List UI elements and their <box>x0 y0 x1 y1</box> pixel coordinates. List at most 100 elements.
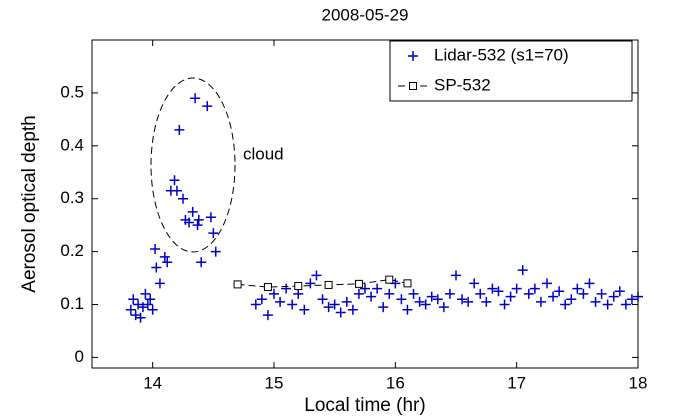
x-tick-label: 17 <box>507 373 526 392</box>
data-point <box>366 291 377 302</box>
data-point <box>192 220 203 231</box>
y-tick-label: 0.4 <box>60 135 84 154</box>
data-point <box>184 217 195 228</box>
data-point <box>596 288 607 299</box>
data-point <box>426 291 437 302</box>
data-point <box>142 299 153 310</box>
data-point <box>548 291 559 302</box>
data-point <box>475 288 486 299</box>
data-point <box>208 228 219 239</box>
data-point <box>511 283 522 294</box>
x-tick-label: 16 <box>386 373 405 392</box>
data-point <box>324 280 333 289</box>
data-point <box>233 280 242 289</box>
data-point <box>159 251 170 262</box>
data-point <box>125 304 136 315</box>
data-point <box>263 283 272 292</box>
data-point <box>335 307 346 318</box>
data-point <box>451 270 461 281</box>
data-point <box>444 288 455 299</box>
data-point <box>210 246 221 257</box>
data-point <box>505 291 516 302</box>
data-point <box>250 299 261 310</box>
data-point <box>193 214 204 225</box>
data-point <box>384 288 395 299</box>
data-point <box>578 288 589 299</box>
data-point <box>499 299 510 310</box>
data-point <box>402 304 413 315</box>
data-point <box>145 294 156 305</box>
data-point <box>626 294 637 305</box>
chart-title: 2008-05-29 <box>322 5 409 24</box>
data-point <box>517 265 528 276</box>
data-point <box>602 299 613 310</box>
data-point <box>408 288 419 299</box>
data-point <box>305 278 316 289</box>
data-point <box>614 286 625 297</box>
data-point <box>150 243 161 254</box>
annotation: cloud <box>243 144 284 163</box>
data-point <box>299 304 310 315</box>
data-point <box>560 299 571 310</box>
data-point <box>275 296 286 307</box>
y-tick-label: 0.2 <box>60 241 84 260</box>
data-point <box>463 296 474 307</box>
data-point <box>281 283 292 294</box>
data-point <box>147 304 158 315</box>
data-point <box>481 296 492 307</box>
data-point <box>135 312 146 323</box>
cloud-ellipse <box>150 77 236 253</box>
data-point <box>128 294 139 305</box>
data-point <box>347 304 358 315</box>
data-point <box>487 283 498 294</box>
y-tick-label: 0 <box>75 347 84 366</box>
data-point <box>169 175 180 186</box>
legend-marker <box>408 51 418 61</box>
data-point <box>317 294 328 305</box>
data-point <box>154 278 165 289</box>
x-tick-label: 18 <box>629 373 648 392</box>
data-point <box>566 294 577 305</box>
data-point <box>287 299 298 310</box>
data-point <box>372 283 383 294</box>
data-point <box>420 299 431 310</box>
data-point <box>190 93 201 104</box>
data-point <box>294 282 303 290</box>
y-axis-label: Aerosol optical depth <box>19 115 40 292</box>
data-point <box>620 299 631 310</box>
data-point <box>438 302 449 313</box>
x-tick-label: 14 <box>143 373 162 392</box>
data-point <box>493 286 504 297</box>
legend-label: Lidar-532 (s1=70) <box>434 45 569 64</box>
legend-box <box>389 40 633 102</box>
data-point <box>151 262 162 273</box>
data-point <box>385 275 394 284</box>
data-point <box>329 299 340 310</box>
data-point <box>187 206 198 217</box>
data-point <box>269 288 279 299</box>
x-axis-label: Local time (hr) <box>304 395 425 416</box>
y-tick-label: 0.5 <box>60 82 84 101</box>
data-point <box>140 288 151 299</box>
data-point <box>262 310 273 321</box>
data-point <box>608 291 619 302</box>
data-point <box>529 283 540 294</box>
plot-area <box>125 93 643 323</box>
data-point <box>171 185 182 196</box>
y-tick-label: 0.1 <box>60 294 84 313</box>
data-point <box>432 294 443 305</box>
data-point <box>554 286 565 297</box>
data-point <box>360 283 370 294</box>
data-point <box>293 288 304 299</box>
data-point <box>572 283 583 294</box>
data-point <box>341 296 352 307</box>
data-point <box>354 279 363 288</box>
data-point <box>378 302 389 313</box>
data-point <box>162 257 173 268</box>
data-point <box>202 101 213 112</box>
data-point <box>469 278 480 289</box>
data-point <box>205 212 216 223</box>
data-point <box>256 294 267 305</box>
data-point <box>403 279 412 288</box>
